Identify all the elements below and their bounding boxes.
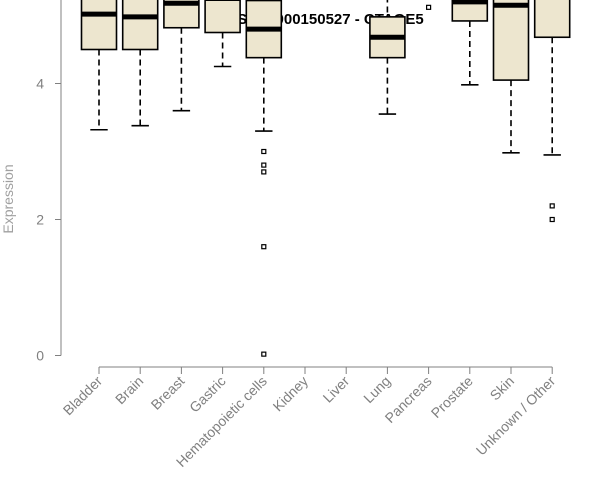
outlier-point xyxy=(261,169,267,175)
y-tick-label: 0 xyxy=(36,348,44,364)
box-brain xyxy=(121,0,159,127)
x-tick-label: Skin xyxy=(487,373,518,404)
iqr-box xyxy=(80,0,118,51)
x-tick-label: Kidney xyxy=(270,373,312,415)
y-axis: 02468 xyxy=(36,0,62,364)
x-tick-label: Brain xyxy=(112,373,146,407)
y-tick-label: 2 xyxy=(36,212,44,228)
x-tick-label: Prostate xyxy=(428,373,476,421)
box-pancreas xyxy=(426,4,432,10)
outlier-point xyxy=(549,216,555,223)
iqr-box xyxy=(492,0,530,81)
iqr-box xyxy=(204,0,241,34)
box-series xyxy=(80,0,571,357)
box-breast xyxy=(163,0,200,112)
box-bladder xyxy=(80,0,118,131)
outlier-point xyxy=(261,148,267,155)
outlier-point xyxy=(261,244,267,250)
box-prostate xyxy=(451,0,489,86)
x-tick-label: Liver xyxy=(320,373,353,406)
outlier-point xyxy=(426,4,432,10)
x-tick-label: Lung xyxy=(360,373,393,406)
y-tick-label: 4 xyxy=(36,76,44,92)
outlier-point xyxy=(261,351,267,357)
iqr-box xyxy=(121,0,159,51)
outlier-point xyxy=(261,162,267,168)
box-lung xyxy=(369,0,406,115)
outlier-point xyxy=(549,203,555,209)
iqr-box xyxy=(451,0,489,22)
iqr-box xyxy=(533,0,571,39)
y-axis-label: Expression xyxy=(0,164,16,233)
box-hematopoietic-cells xyxy=(245,0,283,357)
box-skin xyxy=(492,0,530,154)
x-tick-label: Breast xyxy=(148,373,188,413)
box-unknown-other xyxy=(533,0,571,223)
x-tick-label: Bladder xyxy=(60,373,106,419)
box-gastric xyxy=(204,0,241,68)
